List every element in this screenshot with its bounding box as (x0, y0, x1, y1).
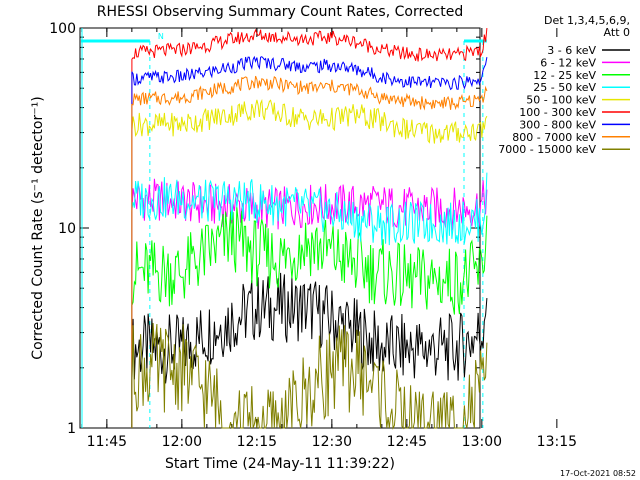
legend-label: 100 - 300 keV (519, 106, 596, 119)
x-tick-label: 12:15 (237, 434, 277, 450)
flag-marker-label: N (158, 32, 164, 41)
legend-label: 3 - 6 keV (547, 44, 596, 57)
x-tick-label: 11:45 (87, 434, 127, 450)
y-tick-label: 10 (58, 221, 76, 237)
legend-label: 7000 - 15000 keV (498, 143, 596, 156)
legend-label: 25 - 50 keV (533, 81, 596, 94)
legend-label: 6 - 12 keV (540, 56, 596, 69)
x-tick-label: 12:45 (387, 434, 427, 450)
series-line (131, 172, 488, 428)
y-tick-label: 1 (67, 421, 76, 437)
series-line (131, 55, 488, 428)
legend-header: Det 1,3,4,5,6,9, (544, 14, 630, 27)
x-tick-label: 13:00 (462, 434, 502, 450)
plot-area: 1 10 100 11:45 12:00 12:15 12:30 12:45 13:00 13:1… (49, 21, 577, 450)
x-axis-label: Start Time (24-May-11 11:39:22) (165, 456, 395, 472)
series-line (131, 322, 488, 430)
legend-label: 50 - 100 keV (526, 94, 596, 107)
x-tick-label: 13:15 (537, 434, 577, 450)
legend-header: Att 0 (604, 26, 630, 39)
y-axis-label: Corrected Count Rate (s⁻¹ detector⁻¹) (30, 96, 46, 359)
series-line (131, 28, 488, 428)
date-stamp: 17-Oct-2021 08:52 (560, 469, 636, 478)
x-tick-label: 12:00 (162, 434, 202, 450)
x-tick-label: 12:30 (312, 434, 352, 450)
chart-title: RHESSI Observing Summary Count Rates, Co… (97, 4, 463, 20)
series-line (131, 98, 488, 428)
legend-label: 12 - 25 keV (533, 69, 596, 82)
y-tick-label: 100 (49, 21, 76, 37)
legend-label: 800 - 7000 keV (512, 131, 596, 144)
legend-label: 300 - 800 keV (519, 118, 596, 131)
series-line (131, 206, 488, 428)
series-line (131, 75, 488, 428)
series-line (131, 272, 488, 428)
